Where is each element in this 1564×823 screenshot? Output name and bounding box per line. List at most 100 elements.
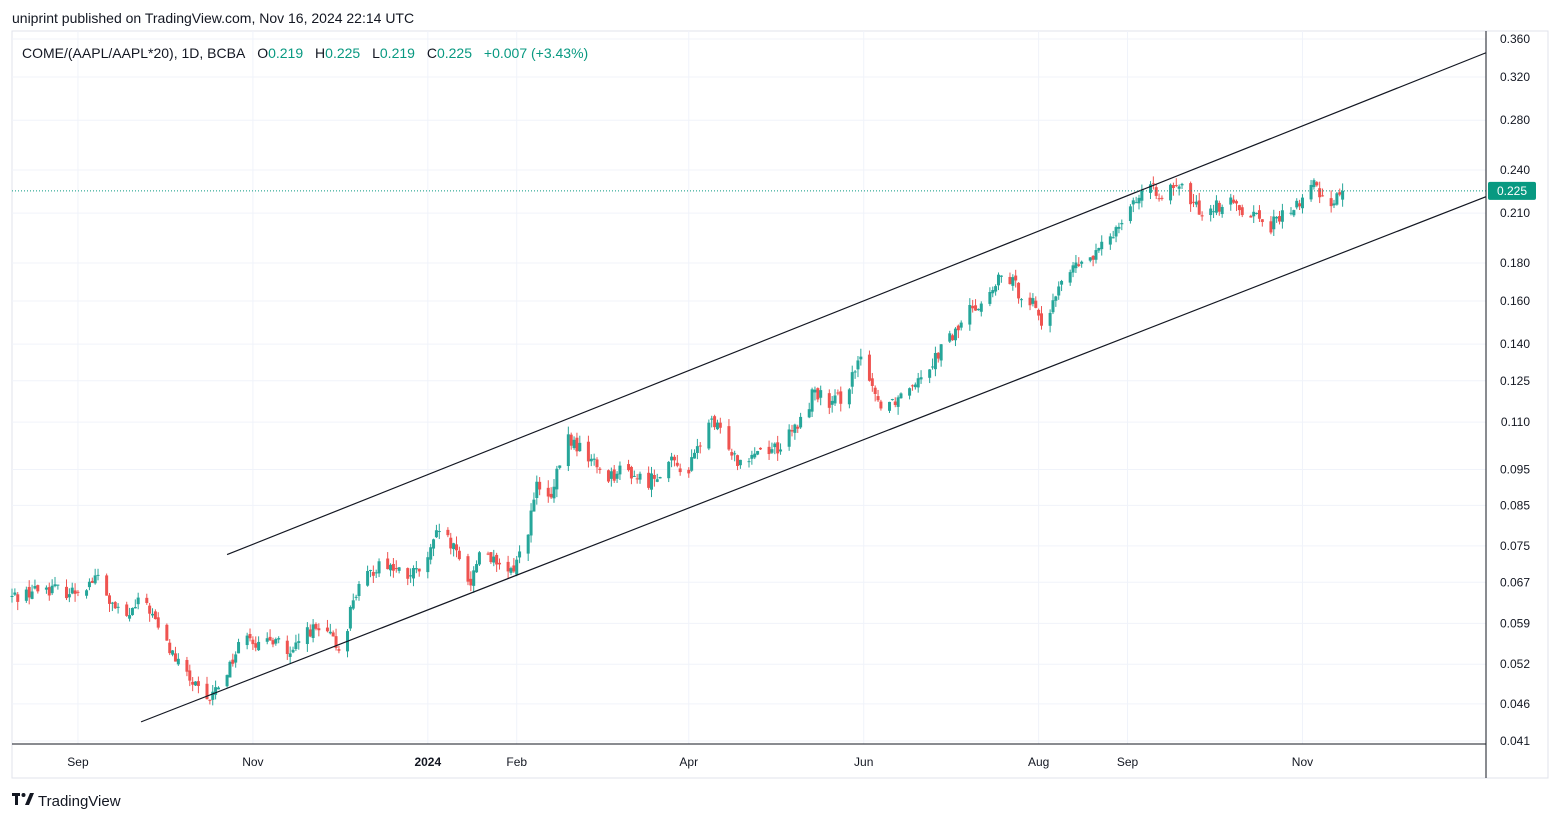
candle-body	[1232, 199, 1236, 203]
candle-body	[1108, 236, 1112, 245]
candle-body	[532, 499, 536, 512]
price-tick-label: 0.046	[1500, 697, 1530, 711]
candle-body	[773, 443, 777, 448]
candle-body	[434, 530, 438, 538]
candle-body	[506, 561, 510, 572]
candle-body	[999, 275, 1003, 277]
candle-body	[1212, 211, 1216, 213]
candle-body	[1151, 183, 1155, 185]
candle-body	[908, 388, 912, 396]
candle-body	[108, 595, 112, 604]
candle-body	[936, 352, 940, 359]
candle-body	[796, 426, 800, 429]
candle-body	[586, 441, 590, 462]
candle-body	[171, 650, 175, 655]
time-tick-label: Sep	[1117, 755, 1139, 769]
candle-body	[417, 568, 421, 572]
candle-body	[477, 552, 481, 565]
trend-channel	[140, 52, 1487, 723]
candle-body	[245, 635, 249, 646]
candle-body	[1298, 203, 1302, 207]
candle-body	[145, 597, 149, 604]
candle-body	[1114, 227, 1118, 237]
candle-body	[156, 617, 160, 628]
candle-body	[1189, 183, 1193, 205]
candle-body	[515, 559, 519, 575]
candle-body	[498, 562, 502, 565]
candle-body	[10, 595, 14, 597]
candle-body	[1312, 180, 1316, 188]
candle-body	[314, 623, 318, 629]
candle-body	[727, 426, 731, 450]
candle-body	[598, 468, 602, 470]
price-tick-label: 0.052	[1500, 657, 1530, 671]
candle-body	[449, 537, 453, 549]
price-axis[interactable]: 0.360 0.320 0.280 0.240 0.210 0.180 0.160 0.140…	[1500, 32, 1530, 748]
candle-body	[457, 550, 461, 560]
candle-body	[331, 632, 335, 637]
candle-body	[317, 628, 321, 631]
footer-brand[interactable]: TradingView	[12, 792, 121, 810]
candle-body	[632, 475, 636, 477]
candle-body	[1154, 187, 1158, 196]
time-tick-label: Feb	[506, 755, 527, 769]
candle-body	[1180, 183, 1184, 186]
open-label: O	[257, 45, 269, 61]
published-line: uniprint published on TradingView.com, N…	[12, 10, 415, 26]
candle-body	[277, 638, 281, 640]
symbol-name: COME/(AAPL/AAPL*20), 1D, BCBA	[22, 45, 246, 61]
candle-body	[870, 378, 874, 386]
candle-body	[191, 681, 195, 685]
candle-body	[1128, 206, 1132, 222]
candle-body	[44, 587, 48, 590]
candle-body	[1321, 195, 1325, 197]
candle-body	[357, 584, 361, 596]
last-price-label: 0.225	[1497, 184, 1527, 198]
candle-body	[572, 439, 576, 449]
price-tick-label: 0.041	[1500, 734, 1530, 748]
candle-body	[575, 437, 579, 452]
candle-body	[33, 586, 37, 589]
candle-body	[214, 687, 218, 695]
candle-body	[13, 592, 17, 595]
candle-body	[386, 558, 390, 570]
candle-body	[813, 389, 817, 393]
time-axis[interactable]: Sep Nov 2024 Feb Apr Jun Aug Sep Nov	[67, 755, 1313, 769]
tradingview-brand: TradingView	[38, 792, 121, 810]
low-value: 0.219	[379, 45, 415, 61]
close-label: C	[426, 45, 437, 61]
candle-body	[652, 475, 656, 479]
candle-body	[151, 613, 155, 616]
channel-line-lower[interactable]	[140, 196, 1487, 723]
channel-line-upper[interactable]	[226, 52, 1487, 556]
candle-body	[1008, 276, 1012, 285]
candle-body	[371, 572, 375, 576]
price-tick-label: 0.360	[1500, 32, 1530, 46]
candle-body	[466, 556, 470, 582]
open-value: 0.219	[268, 45, 304, 61]
price-tick-label: 0.067	[1500, 575, 1530, 589]
candle-body	[285, 640, 289, 654]
candle-body	[231, 659, 235, 664]
candle-body	[647, 472, 651, 488]
candle-body	[1088, 257, 1092, 261]
candle-body	[793, 424, 797, 433]
candle-body	[529, 510, 533, 536]
candle-body	[638, 473, 642, 480]
high-label: H	[315, 45, 326, 61]
candle-body	[87, 581, 91, 588]
candle-body	[799, 416, 803, 428]
candle-body	[1338, 192, 1342, 195]
candle-body	[47, 587, 51, 596]
candle-body	[56, 584, 60, 586]
candle-body	[988, 292, 992, 304]
candle-body	[90, 580, 94, 583]
candle-body	[1197, 200, 1201, 215]
candle-body	[1177, 186, 1181, 189]
price-tick-label: 0.280	[1500, 113, 1530, 127]
candle-body	[807, 409, 811, 418]
candle-body	[1171, 185, 1175, 189]
candle-body	[1134, 202, 1138, 204]
candle-body	[248, 634, 252, 639]
